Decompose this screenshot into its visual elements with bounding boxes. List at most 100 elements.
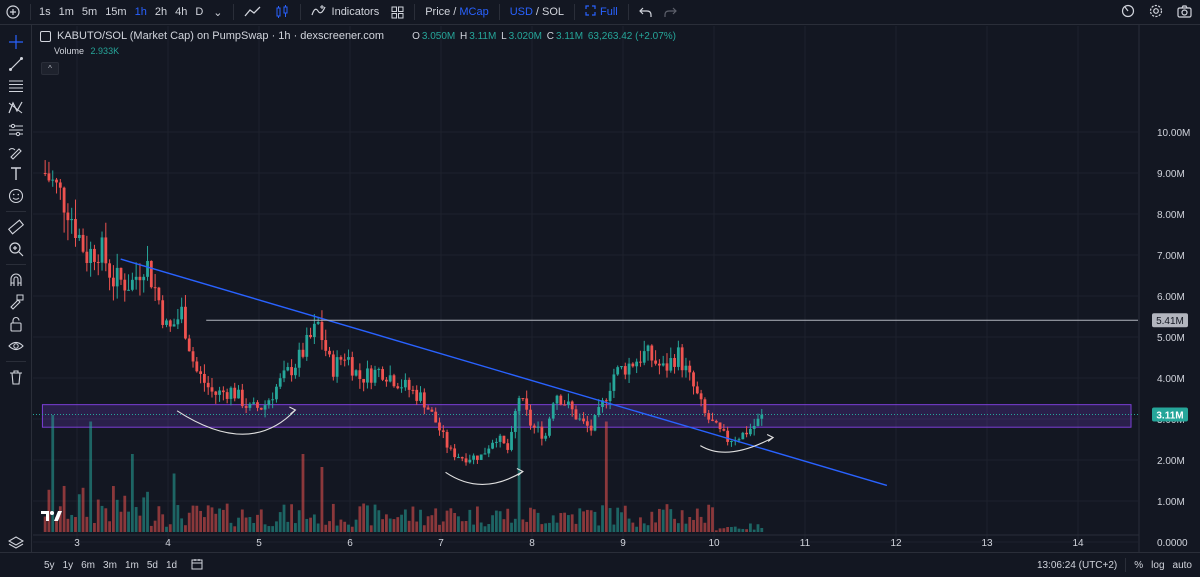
candle-body <box>703 399 707 414</box>
volume-legend: Volume 2.933K <box>54 46 119 56</box>
candle-body <box>688 365 692 373</box>
lock-icon[interactable] <box>0 313 32 335</box>
undo-icon[interactable] <box>633 0 658 25</box>
chart-type-line-icon[interactable] <box>238 0 268 25</box>
candle-body <box>434 411 438 423</box>
candle-body <box>400 387 403 389</box>
volume-bar <box>316 523 320 532</box>
price-option[interactable]: Price <box>425 6 451 18</box>
range-5d[interactable]: 5d <box>146 559 158 571</box>
text-tool-icon[interactable] <box>0 163 32 185</box>
volume-bar <box>468 509 472 532</box>
candle-body <box>760 414 764 419</box>
candle-body <box>540 426 544 439</box>
brush-icon[interactable] <box>0 141 32 163</box>
pattern-icon[interactable] <box>0 97 32 119</box>
candle-body <box>396 386 400 389</box>
candle-body <box>320 322 324 341</box>
range-1m[interactable]: 1m <box>124 559 139 571</box>
volume-bar <box>43 516 47 532</box>
layout-grid-icon[interactable] <box>385 0 410 25</box>
timeframe-D[interactable]: D <box>195 6 204 18</box>
chevron-up-icon[interactable]: ^ <box>41 62 59 75</box>
timeframe-1h[interactable]: 1h <box>134 6 147 18</box>
volume-bar <box>47 489 51 532</box>
candle-body <box>476 455 479 460</box>
volume-bar <box>267 526 271 532</box>
eye-icon[interactable] <box>0 335 32 357</box>
price-mcap-toggle[interactable]: Price / MCap <box>419 0 494 25</box>
indicators-button[interactable]: Indicators <box>305 0 386 25</box>
volume-bar <box>449 508 453 532</box>
legend-collapse-icon[interactable] <box>40 30 51 42</box>
timeframe-5m[interactable]: 5m <box>81 6 98 18</box>
trash-icon[interactable] <box>0 366 32 388</box>
auto-toggle[interactable]: auto <box>1172 559 1192 571</box>
candle-body <box>699 393 703 400</box>
ohlc-o-label: O <box>412 30 420 42</box>
gear-icon[interactable] <box>1149 4 1163 21</box>
range-3m[interactable]: 3m <box>103 559 117 571</box>
trend-line-icon[interactable] <box>0 53 32 75</box>
candle-body <box>532 425 536 428</box>
currency-toggle[interactable]: USD / SOL <box>504 0 570 25</box>
ruler-icon[interactable] <box>0 216 32 238</box>
camera-icon[interactable] <box>1177 4 1192 21</box>
timeframe-15m[interactable]: 15m <box>105 6 127 18</box>
volume-bar <box>434 508 438 532</box>
timeframe-4h[interactable]: 4h <box>175 6 188 18</box>
percent-toggle[interactable]: % <box>1134 559 1144 571</box>
divider <box>1125 558 1127 572</box>
timeframe-1m[interactable]: 1m <box>58 6 74 18</box>
usd-option[interactable]: USD <box>509 6 533 18</box>
volume-bar <box>654 522 658 532</box>
clock-time[interactable]: 13:06:24 (UTC+2) <box>1036 559 1118 571</box>
range-6m[interactable]: 6m <box>81 559 96 571</box>
timeframe-1s[interactable]: 1s <box>39 6 51 18</box>
forecast-icon[interactable] <box>0 119 32 141</box>
horizontal-lines-icon[interactable] <box>0 75 32 97</box>
log-toggle[interactable]: log <box>1151 559 1165 571</box>
candle-body <box>297 349 301 368</box>
zoom-in-icon[interactable] <box>0 238 32 260</box>
candle-body <box>718 422 722 430</box>
range-1d[interactable]: 1d <box>165 559 178 571</box>
full-button[interactable]: Full <box>579 0 624 25</box>
volume-bar <box>756 524 760 532</box>
redo-icon[interactable] <box>658 0 683 25</box>
candle-body <box>294 367 297 376</box>
candle-body <box>449 447 453 449</box>
candle-body <box>221 390 225 393</box>
chart-type-candles-icon[interactable] <box>268 0 296 25</box>
ohlc-low: 3.020M <box>508 30 542 42</box>
volume-bar <box>673 518 676 532</box>
chevron-down-icon[interactable]: ⌄ <box>213 6 223 19</box>
date-range-icon[interactable] <box>187 558 207 573</box>
screenshot-icon[interactable] <box>1121 4 1135 21</box>
candle-body <box>184 306 187 339</box>
candle-body <box>339 357 343 360</box>
volume-bar <box>510 522 513 532</box>
add-symbol-icon[interactable] <box>0 0 26 25</box>
lock-drawing-icon[interactable] <box>0 291 32 313</box>
crosshair-icon[interactable] <box>0 31 32 53</box>
range-5y[interactable]: 5y <box>44 559 55 571</box>
range-1y[interactable]: 1y <box>62 559 74 571</box>
candle-body <box>593 415 597 431</box>
volume-bar <box>237 517 240 532</box>
sol-option[interactable]: SOL <box>541 6 564 18</box>
mcap-option[interactable]: MCap <box>459 6 489 18</box>
volume-bar <box>161 514 165 532</box>
candle-body <box>263 405 267 410</box>
emoji-icon[interactable] <box>0 185 32 207</box>
volume-bar <box>476 506 479 532</box>
volume-bar <box>206 505 210 532</box>
date-tick-label: 9 <box>620 538 626 549</box>
timeframe-2h[interactable]: 2h <box>154 6 168 18</box>
volume-bar <box>426 516 430 532</box>
magnet-icon[interactable] <box>0 269 32 291</box>
date-tick-label: 8 <box>529 538 535 549</box>
object-tree-icon[interactable] <box>0 532 32 554</box>
candle-body <box>487 448 491 454</box>
